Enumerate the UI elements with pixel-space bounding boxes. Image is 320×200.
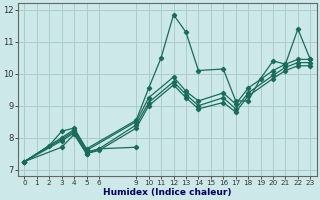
X-axis label: Humidex (Indice chaleur): Humidex (Indice chaleur) — [103, 188, 232, 197]
